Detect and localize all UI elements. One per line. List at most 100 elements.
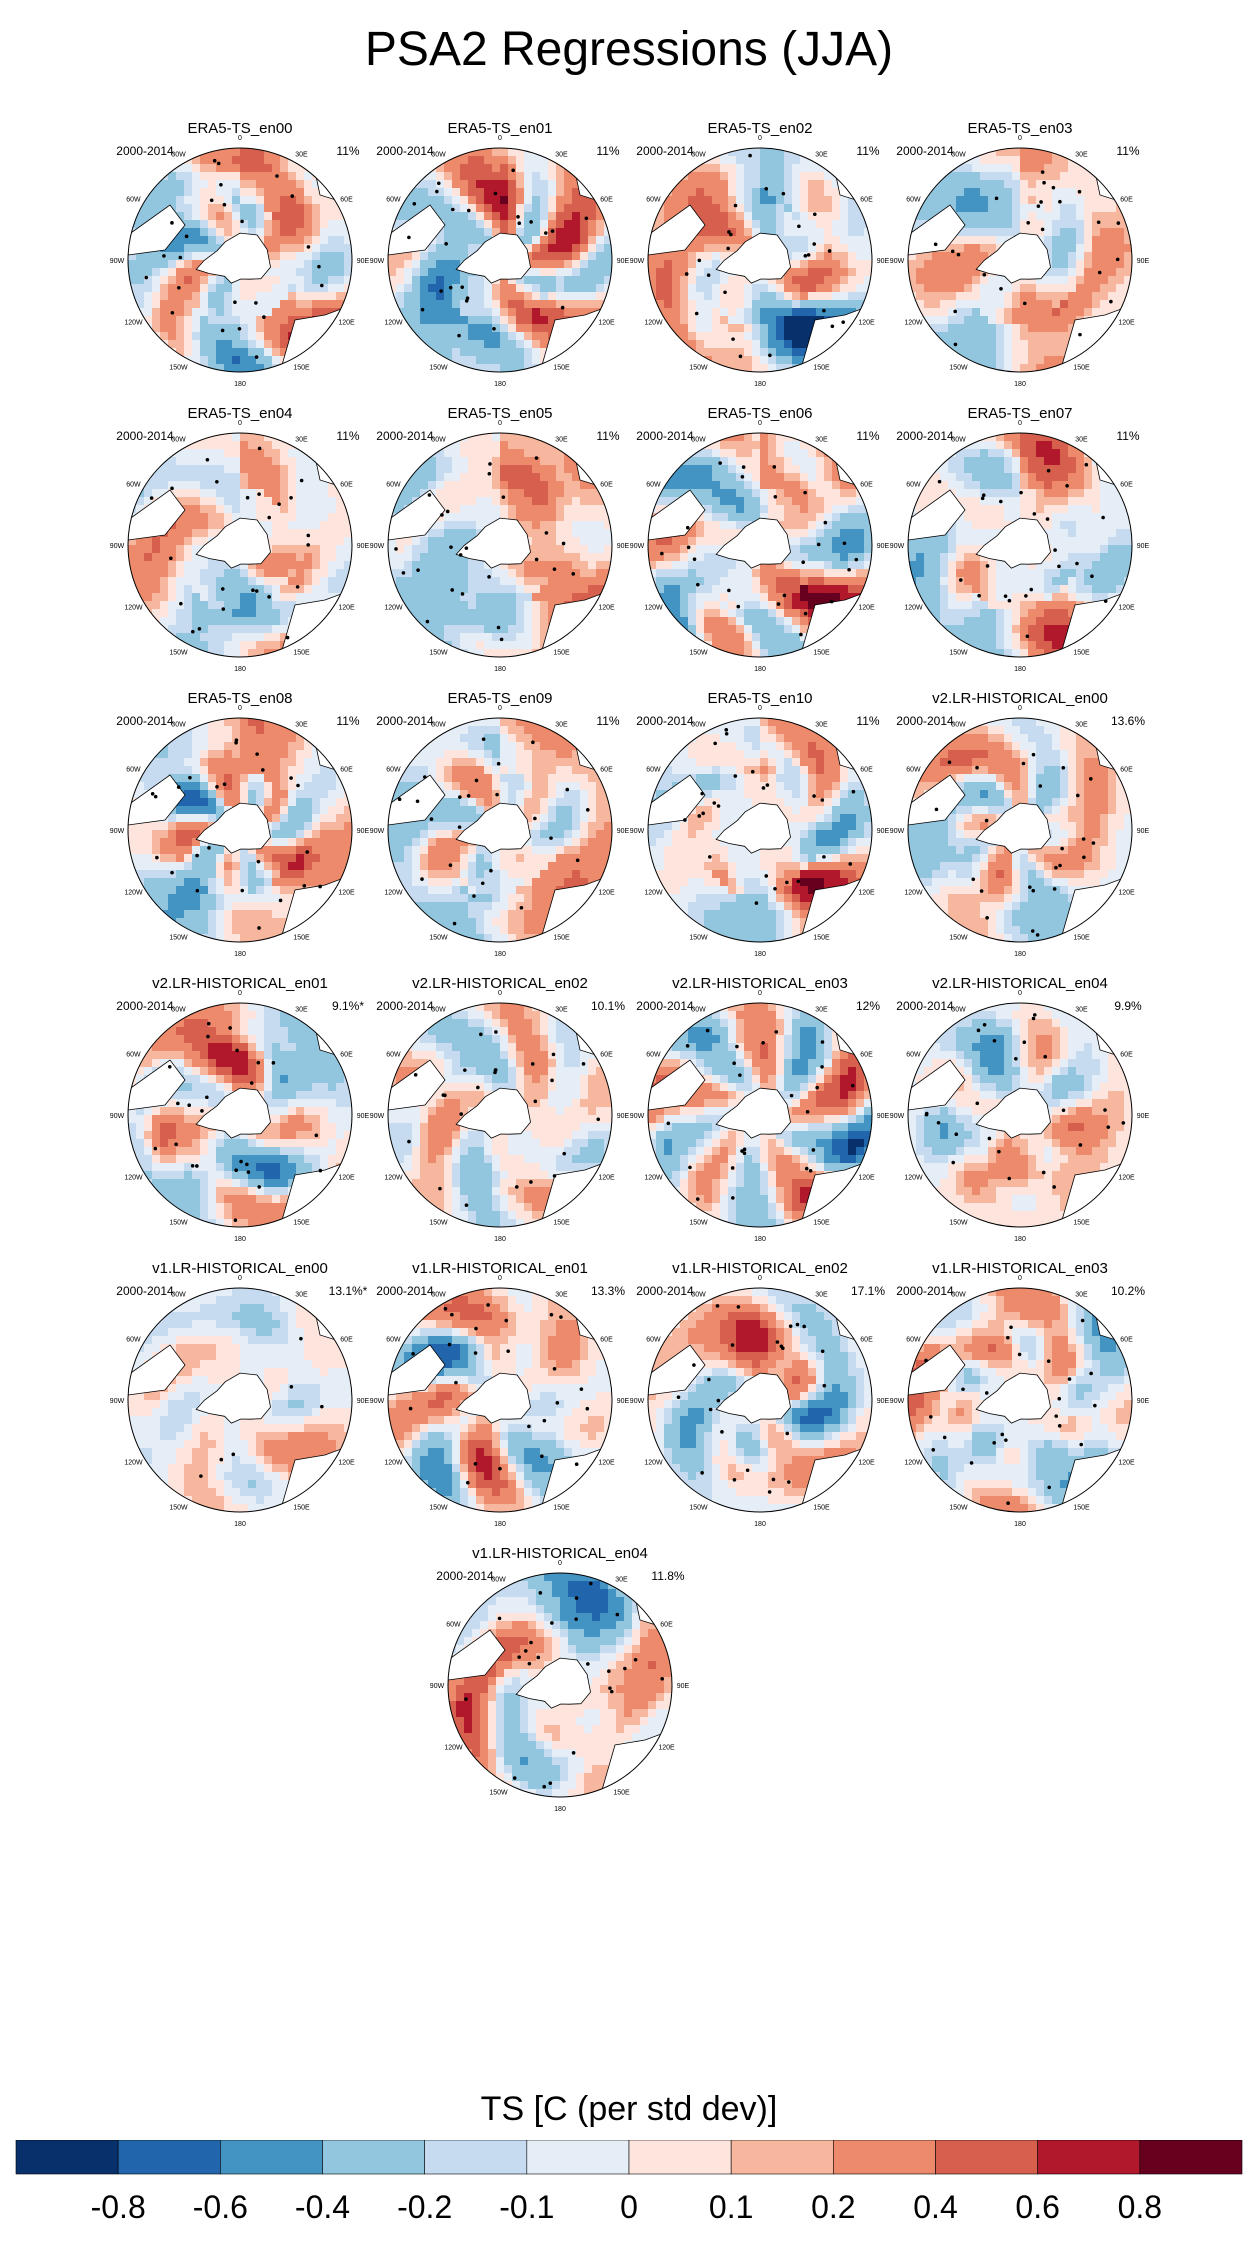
significance-dot <box>742 1151 747 1156</box>
panel-title: ERA5-TS_en06 <box>707 405 812 422</box>
significance-dot <box>220 587 225 591</box>
longitude-label: 120W <box>124 1175 143 1182</box>
significance-dot <box>772 465 777 469</box>
longitude-label: 60W <box>126 482 141 489</box>
significance-dot <box>969 1461 974 1465</box>
significance-dot <box>1038 784 1043 788</box>
longitude-label: 90W <box>890 258 905 265</box>
significance-dot <box>197 627 202 631</box>
significance-dot <box>933 242 938 247</box>
longitude-label: 90W <box>110 1398 125 1405</box>
significance-dot <box>997 1149 1001 1154</box>
longitude-label: 60E <box>1120 197 1133 204</box>
significance-dot <box>415 799 420 804</box>
significance-dot <box>448 863 453 867</box>
longitude-label: 0 <box>238 420 242 427</box>
significance-dot <box>738 354 743 359</box>
significance-dot <box>748 153 752 158</box>
significance-dot <box>1057 1424 1062 1428</box>
longitude-label: 150E <box>553 935 570 942</box>
significance-dot <box>1039 200 1043 204</box>
significance-dot <box>1103 599 1108 603</box>
significance-dot <box>716 1398 721 1403</box>
longitude-label: 90E <box>877 828 890 835</box>
panel-period: 2000-2014 <box>116 999 174 1013</box>
longitude-label: 150W <box>949 1505 968 1512</box>
longitude-label: 120E <box>658 1745 675 1752</box>
significance-dot <box>519 905 524 910</box>
longitude-label: 60E <box>860 1052 873 1059</box>
significance-dot <box>768 353 772 358</box>
significance-dot <box>723 290 727 295</box>
significance-dot <box>443 1306 448 1311</box>
longitude-label: 60E <box>340 1337 353 1344</box>
longitude-label: 120E <box>858 1460 875 1467</box>
significance-dot <box>589 1581 593 1586</box>
significance-dot <box>795 1322 800 1327</box>
panel-percent: 11% <box>1116 144 1139 158</box>
significance-dot <box>540 1454 544 1458</box>
significance-dot <box>422 775 427 779</box>
longitude-label: 180 <box>494 1521 506 1528</box>
significance-dot <box>718 461 722 465</box>
significance-dot <box>481 737 486 741</box>
significance-dot <box>320 1404 324 1409</box>
significance-dot <box>574 1462 579 1467</box>
significance-dot <box>1109 299 1113 304</box>
significance-dot <box>544 531 549 535</box>
significance-dot <box>695 1197 700 1201</box>
significance-dot <box>685 1044 690 1048</box>
significance-dot <box>289 495 293 500</box>
significance-dot <box>195 1164 199 1168</box>
significance-dot <box>984 818 989 823</box>
longitude-label: 150W <box>689 650 708 657</box>
significance-dot <box>228 1026 232 1030</box>
significance-dot <box>267 595 271 599</box>
significance-dot <box>692 557 697 562</box>
significance-dot <box>178 255 183 260</box>
significance-dot <box>275 174 279 178</box>
longitude-label: 30E <box>815 1291 828 1298</box>
longitude-label: 150W <box>429 365 448 372</box>
significance-dot <box>695 582 700 587</box>
significance-dot <box>660 1677 665 1681</box>
significance-dot <box>854 557 859 562</box>
significance-dot <box>452 921 457 926</box>
longitude-label: 180 <box>1014 666 1026 673</box>
longitude-label: 30E <box>555 436 568 443</box>
map-panel: ERA5-TS_en06 2000-2014 11% 0 30E 60E 90E 120E 15… <box>630 405 890 673</box>
significance-dot <box>1024 594 1028 598</box>
significance-dot <box>730 1343 735 1347</box>
longitude-label: 60E <box>860 197 873 204</box>
longitude-label: 150W <box>949 935 968 942</box>
significance-dot <box>314 1133 319 1138</box>
longitude-label: 0 <box>758 990 762 997</box>
significance-dot <box>412 201 417 206</box>
longitude-label: 30E <box>1075 1006 1088 1013</box>
longitude-label: 90W <box>370 1398 385 1405</box>
significance-dot <box>1121 1121 1126 1125</box>
significance-dot <box>771 1477 776 1482</box>
longitude-label: 120W <box>384 890 403 897</box>
south-america <box>388 1344 446 1396</box>
significance-dot <box>548 1781 553 1785</box>
longitude-label: 180 <box>1014 381 1026 388</box>
south-america <box>128 1344 186 1396</box>
significance-dot <box>445 509 450 514</box>
significance-dot <box>1057 1396 1062 1401</box>
panel-percent: 11% <box>856 714 879 728</box>
significance-dot <box>289 1384 294 1389</box>
colorbar-label: TS [C (per std dev)] <box>480 2090 778 2128</box>
longitude-label: 120E <box>338 320 355 327</box>
significance-dot <box>169 556 173 561</box>
longitude-label: 90E <box>617 258 630 265</box>
map-panel: ERA5-TS_en01 2000-2014 11% 0 30E 60E 90E 120E 15… <box>370 120 630 388</box>
significance-dot <box>257 492 261 496</box>
colorbar-segment <box>526 2140 630 2175</box>
significance-dot <box>184 234 189 239</box>
significance-dot <box>1061 1108 1066 1113</box>
significance-dot <box>726 246 730 251</box>
significance-dot <box>584 216 589 221</box>
significance-dot <box>529 1180 533 1184</box>
panel-period: 2000-2014 <box>636 714 694 728</box>
